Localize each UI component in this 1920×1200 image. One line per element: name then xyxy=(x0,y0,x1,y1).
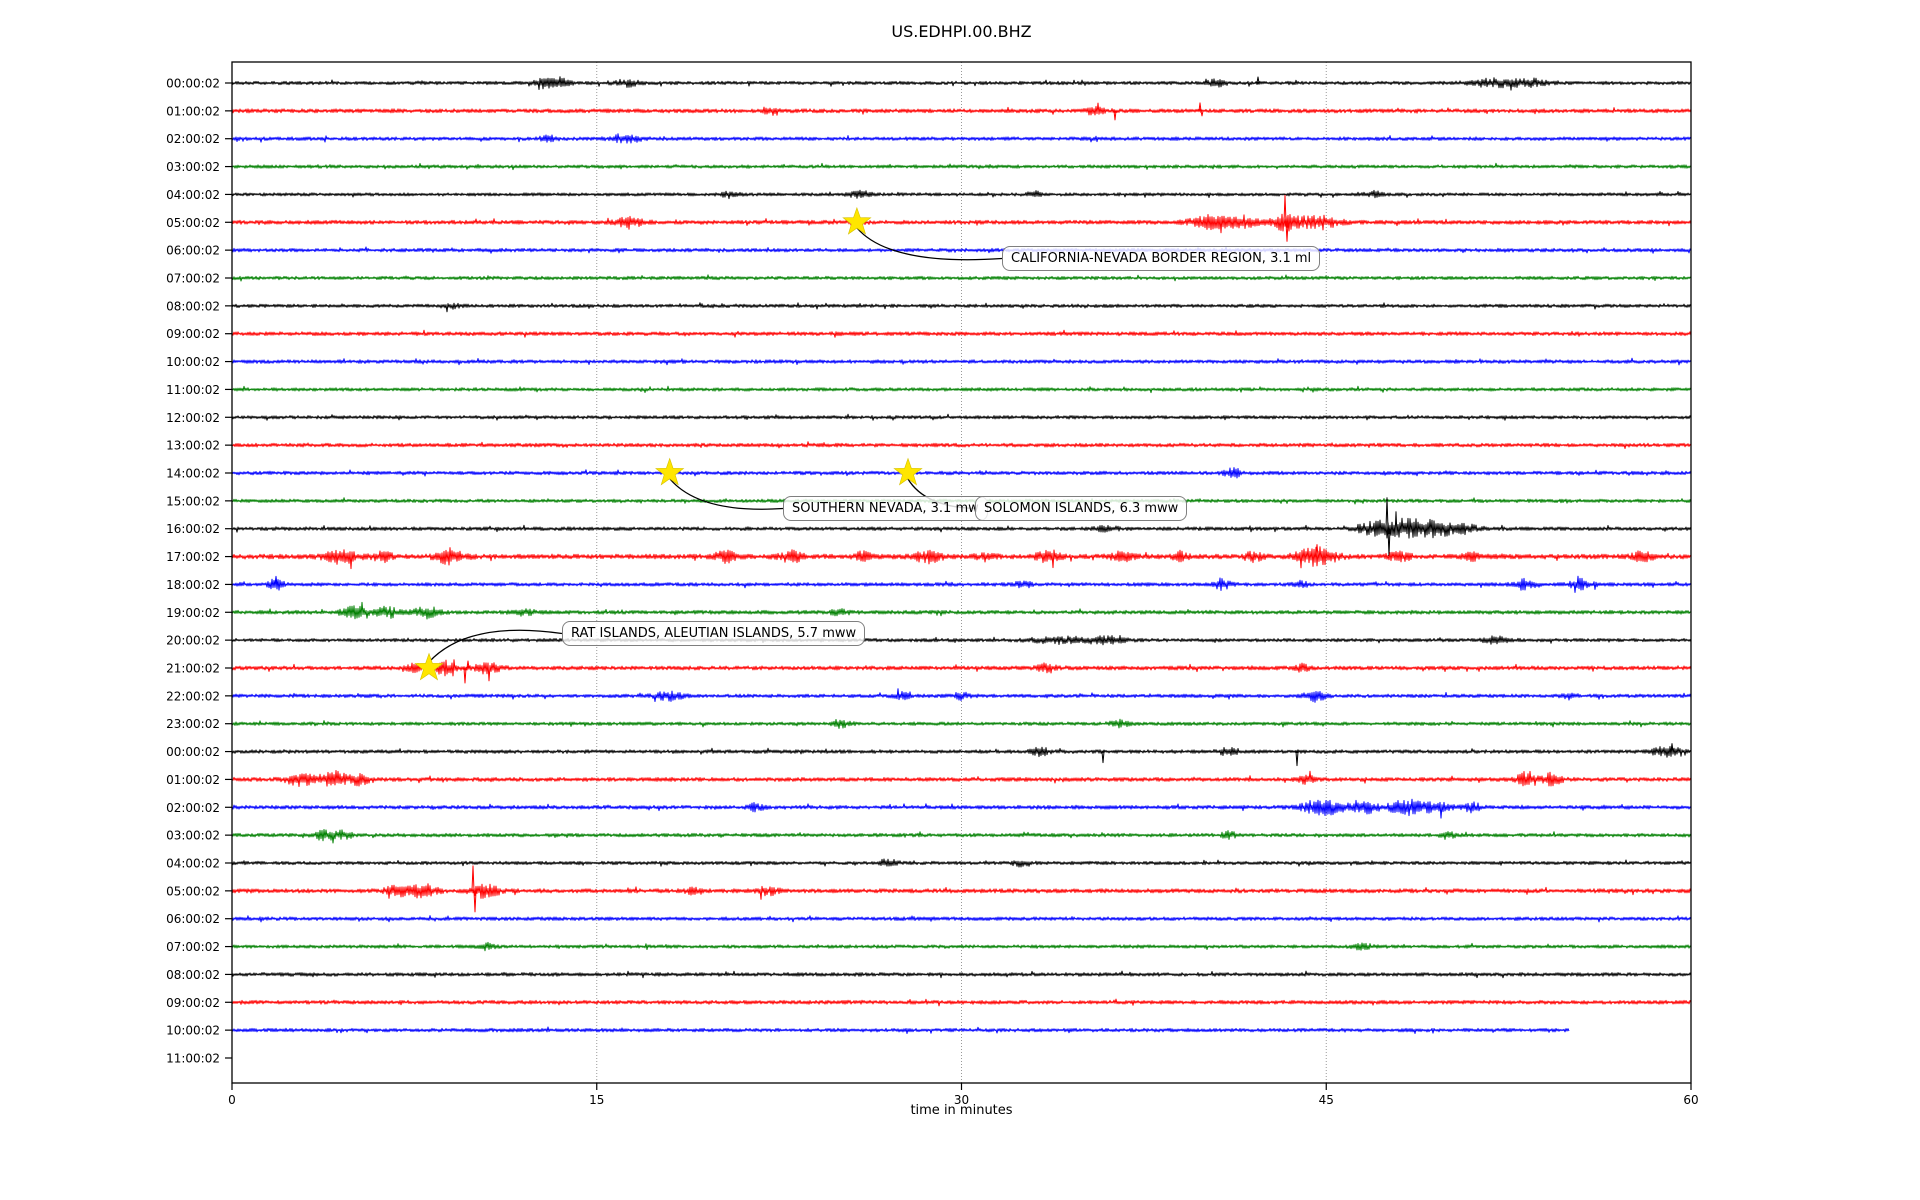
seismogram-trace xyxy=(231,246,1692,254)
seismogram-trace xyxy=(231,865,1692,913)
y-tick-label: 23:00:02 xyxy=(166,717,220,731)
y-tick-label: 16:00:02 xyxy=(166,522,220,536)
seismogram-trace xyxy=(231,1026,1570,1034)
x-tick-label: 15 xyxy=(589,1093,604,1107)
y-tick-label: 13:00:02 xyxy=(166,439,220,453)
y-tick-label: 08:00:02 xyxy=(166,968,220,982)
x-tick-label: 30 xyxy=(954,1093,969,1107)
y-tick-label: 17:00:02 xyxy=(166,550,220,564)
y-tick-label: 02:00:02 xyxy=(166,801,220,815)
seismogram-trace xyxy=(231,798,1692,819)
y-tick-label: 00:00:02 xyxy=(166,77,220,91)
y-tick-label: 10:00:02 xyxy=(166,1024,220,1038)
y-tick-label: 12:00:02 xyxy=(166,411,220,425)
y-tick-label: 22:00:02 xyxy=(166,689,220,703)
y-tick-label: 01:00:02 xyxy=(166,773,220,787)
y-tick-label: 04:00:02 xyxy=(166,856,220,870)
event-annotation-rat-islands: RAT ISLANDS, ALEUTIAN ISLANDS, 5.7 mww xyxy=(562,621,866,646)
x-axis-label: time in minutes xyxy=(910,1103,1013,1118)
y-tick-label: 00:00:02 xyxy=(166,745,220,759)
seismogram-trace xyxy=(231,189,1692,200)
event-annotation-california-nevada: CALIFORNIA-NEVADA BORDER REGION, 3.1 ml xyxy=(1002,246,1321,271)
y-tick-label: 20:00:02 xyxy=(166,634,220,648)
event-star-icon xyxy=(414,652,444,681)
seismogram-trace xyxy=(231,915,1692,923)
y-tick-label: 05:00:02 xyxy=(166,884,220,898)
event-star-icon xyxy=(655,457,685,486)
x-tick-label: 60 xyxy=(1683,1093,1698,1107)
y-tick-label: 08:00:02 xyxy=(166,299,220,313)
seismogram-trace xyxy=(231,770,1692,787)
seismogram-trace xyxy=(231,544,1692,570)
y-tick-label: 11:00:02 xyxy=(166,383,220,397)
y-tick-label: 03:00:02 xyxy=(166,829,220,843)
y-tick-label: 09:00:02 xyxy=(166,996,220,1010)
seismogram-trace xyxy=(231,102,1692,121)
seismogram-trace xyxy=(231,413,1692,421)
y-tick-label: 15:00:02 xyxy=(166,494,220,508)
y-tick-label: 04:00:02 xyxy=(166,188,220,202)
y-tick-label: 11:00:02 xyxy=(166,1051,220,1065)
y-tick-label: 05:00:02 xyxy=(166,216,220,230)
y-tick-label: 18:00:02 xyxy=(166,578,220,592)
seismogram-trace xyxy=(231,162,1692,171)
annotation-leader-line xyxy=(428,629,563,663)
x-tick-label: 45 xyxy=(1319,1093,1334,1107)
annotation-leader-line xyxy=(856,227,1003,261)
event-annotation-southern-nevada: SOUTHERN NEVADA, 3.1 mw xyxy=(783,496,988,521)
y-tick-label: 06:00:02 xyxy=(166,912,220,926)
annotation-leader-line xyxy=(669,478,784,510)
seismogram-trace xyxy=(231,329,1692,338)
seismogram-trace xyxy=(231,858,1692,868)
y-tick-label: 09:00:02 xyxy=(166,327,220,341)
seismogram-trace xyxy=(231,194,1692,242)
y-tick-label: 02:00:02 xyxy=(166,132,220,146)
seismogram-trace xyxy=(231,385,1692,394)
y-tick-label: 19:00:02 xyxy=(166,606,220,620)
seismogram-trace xyxy=(231,497,1692,557)
y-tick-label: 10:00:02 xyxy=(166,355,220,369)
seismogram-trace xyxy=(231,829,1692,844)
seismogram-trace xyxy=(231,743,1692,767)
y-tick-label: 01:00:02 xyxy=(166,104,220,118)
seismogram-trace xyxy=(231,467,1692,479)
event-star-icon xyxy=(842,206,872,235)
seismogram-trace xyxy=(231,998,1692,1007)
seismogram-trace xyxy=(231,635,1692,646)
seismogram-trace xyxy=(231,274,1692,282)
x-tick-label: 0 xyxy=(228,1093,236,1107)
y-tick-label: 07:00:02 xyxy=(166,271,220,285)
event-star-icon xyxy=(893,457,923,486)
chart-title: US.EDHPI.00.BHZ xyxy=(891,22,1032,41)
seismogram-trace xyxy=(231,941,1692,952)
seismogram-trace xyxy=(231,601,1692,620)
seismogram-trace xyxy=(231,441,1692,449)
y-tick-label: 03:00:02 xyxy=(166,160,220,174)
event-annotation-solomon-islands: SOLOMON ISLANDS, 6.3 mww xyxy=(975,496,1188,521)
y-tick-label: 07:00:02 xyxy=(166,940,220,954)
y-tick-label: 06:00:02 xyxy=(166,244,220,258)
seismogram-trace xyxy=(231,357,1692,366)
seismogram-trace xyxy=(231,970,1692,979)
y-tick-label: 14:00:02 xyxy=(166,466,220,480)
seismogram-trace xyxy=(231,302,1692,313)
seismogram-trace xyxy=(231,688,1692,703)
seismogram-trace xyxy=(231,718,1692,729)
seismogram-trace xyxy=(231,659,1692,684)
y-tick-label: 21:00:02 xyxy=(166,661,220,675)
seismogram-trace xyxy=(231,76,1692,91)
seismogram-trace xyxy=(231,575,1692,593)
seismogram-trace xyxy=(231,133,1692,144)
